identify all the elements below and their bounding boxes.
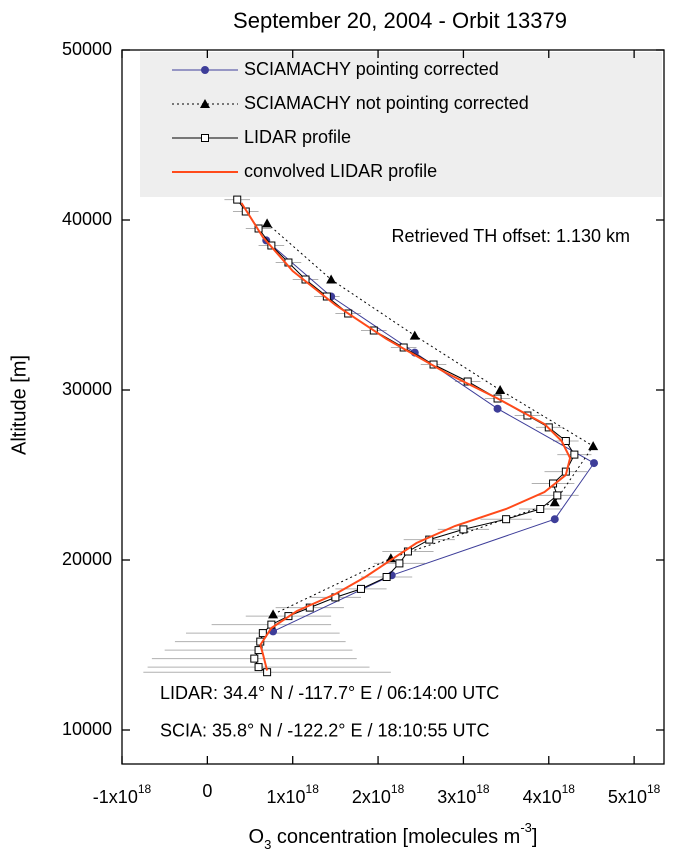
y-tick-label: 40000 (62, 209, 112, 229)
data-point (549, 497, 560, 507)
legend-marker (201, 134, 209, 142)
y-tick-label: 30000 (62, 379, 112, 399)
y-axis-label: Altitude [m] (8, 355, 30, 455)
annotation: SCIA: 35.8° N / -122.2° E / 18:10:55 UTC (160, 720, 490, 740)
series-line (240, 202, 572, 671)
y-tick-label: 20000 (62, 549, 112, 569)
legend-marker (200, 99, 210, 108)
x-axis-label-part: concentration [molecules m (271, 826, 520, 848)
x-tick-label: 3x1018 (437, 782, 490, 807)
x-tick-label-exponent: 18 (647, 782, 661, 796)
legend-label: LIDAR profile (244, 127, 351, 147)
legend-label: SCIAMACHY not pointing corrected (244, 93, 529, 113)
data-point (553, 491, 562, 500)
x-tick-label-exponent: 18 (476, 782, 490, 796)
data-point (268, 609, 279, 619)
x-tick-label: 4x1018 (523, 782, 576, 807)
data-point (233, 195, 242, 204)
x-tick-label-base: 4x10 (523, 787, 562, 807)
x-tick-label-base: -1x10 (93, 787, 138, 807)
series-line (236, 199, 575, 673)
data-point (382, 573, 391, 581)
data-point (536, 505, 545, 513)
x-tick-label-base: 1x10 (267, 787, 306, 807)
data-point (409, 330, 420, 340)
data-point (250, 654, 259, 663)
data-point (570, 450, 579, 459)
x-tick-label-exponent: 18 (562, 782, 576, 796)
x-tick-label: 5x1018 (608, 782, 661, 807)
x-tick-label-exponent: 18 (306, 782, 320, 796)
x-axis-label-part: O (249, 826, 265, 848)
annotation: LIDAR: 34.4° N / -117.7° E / 06:14:00 UT… (160, 683, 499, 703)
x-tick-label-base: 5x10 (608, 787, 647, 807)
x-axis-label: O3 concentration [molecules m-3] (249, 820, 538, 852)
data-point (502, 515, 511, 524)
chart-title: September 20, 2004 - Orbit 13379 (233, 8, 567, 33)
series-line (266, 223, 594, 615)
data-point (262, 218, 273, 228)
data-point (588, 441, 599, 451)
x-tick-label-exponent: 18 (391, 782, 405, 796)
data-point (385, 553, 396, 563)
x-tick-label: 2x1018 (352, 782, 405, 807)
data-point (356, 584, 365, 593)
data-point (459, 525, 468, 534)
x-tick-label: -1x1018 (93, 782, 152, 807)
data-point (493, 404, 502, 413)
data-point (258, 629, 267, 638)
legend-label: SCIAMACHY pointing corrected (244, 59, 499, 79)
data-point (495, 385, 506, 394)
x-tick-label-base: 2x10 (352, 787, 391, 807)
y-tick-label: 10000 (62, 719, 112, 739)
x-tick-label-exponent: 18 (138, 782, 152, 796)
annotation: Retrieved TH offset: 1.130 km (392, 226, 630, 246)
data-point (550, 515, 559, 524)
legend-label: convolved LIDAR profile (244, 161, 437, 181)
data-point (395, 559, 404, 568)
x-tick-label-base: 3x10 (437, 787, 476, 807)
x-tick-label: 0 (202, 781, 212, 801)
x-axis-label-part: -3 (520, 820, 532, 835)
x-axis-label-part: 3 (264, 837, 271, 852)
plot-frame (121, 49, 665, 765)
data-point (254, 663, 263, 672)
x-axis-label-part: ] (532, 826, 538, 848)
data-point (590, 459, 599, 468)
y-tick-label: 50000 (62, 39, 112, 59)
series-line (265, 240, 595, 632)
data-point (326, 274, 337, 284)
legend-marker (201, 66, 209, 74)
x-tick-label: 1x1018 (267, 782, 320, 807)
